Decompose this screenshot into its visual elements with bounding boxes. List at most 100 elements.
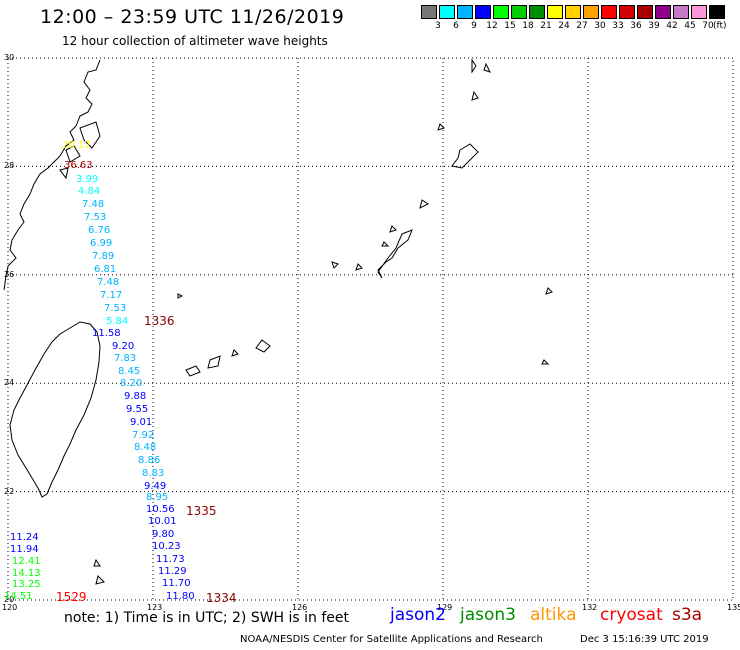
- scale-label: 6: [453, 21, 459, 31]
- scale-swatch: [565, 5, 581, 19]
- color-scale-legend: 3 6 9 12 15 18 21 24 27 30 33 36 39 42 45 70 (ft): [421, 5, 740, 35]
- lon-label: 129: [437, 603, 453, 612]
- scale-label: 21: [540, 21, 552, 31]
- wave-height-label: 36.63: [64, 160, 93, 171]
- satellite-jason3: jason3: [460, 605, 516, 625]
- scale-swatch: [619, 5, 635, 19]
- wave-height-label: 9.01: [130, 417, 153, 428]
- wave-height-label: 8.86: [138, 455, 161, 466]
- scale-label: 45: [684, 21, 696, 31]
- scale-label: 12: [486, 21, 498, 31]
- scale-swatch: [421, 5, 437, 19]
- map-frame: [7, 57, 734, 601]
- wave-height-label: 11.73: [156, 554, 185, 565]
- scale-swatch: [529, 5, 545, 19]
- wave-height-label: 14.13: [12, 568, 41, 579]
- scale-label: 42: [666, 21, 678, 31]
- wave-height-label: 9.80: [152, 529, 175, 540]
- wave-height-label: 10.23: [152, 541, 181, 552]
- wave-height-label: 9.88: [124, 391, 147, 402]
- satellite-s3a: s3a: [672, 605, 703, 625]
- scale-swatch: [493, 5, 509, 19]
- coastline-taiwan: [9, 321, 101, 498]
- lon-label: 120: [2, 603, 18, 612]
- satellite-altika: altika: [530, 605, 577, 625]
- wave-height-label: 7.83: [114, 353, 137, 364]
- wave-height-label: 13.25: [12, 579, 41, 590]
- wave-height-label: 8.95: [146, 492, 169, 503]
- wave-height-label: 9.20: [112, 341, 135, 352]
- scale-swatch: [583, 5, 599, 19]
- footer-note: note: 1) Time is in UTC; 2) SWH is in fe…: [64, 610, 350, 626]
- scale-swatch: [601, 5, 617, 19]
- lat-lon-grid: [7, 57, 734, 601]
- lat-label: 30: [4, 53, 15, 62]
- scale-swatch: [475, 5, 491, 19]
- lon-label: 135: [727, 603, 740, 612]
- wave-height-label: 8.20: [120, 378, 143, 389]
- wave-height-label: 10.01: [148, 516, 177, 527]
- wave-height-label: 11.70: [162, 578, 191, 589]
- lon-label: 123: [147, 603, 163, 612]
- scale-swatch: [439, 5, 455, 19]
- timestamp-text: Dec 3 15:16:39 UTC 2019: [580, 634, 709, 645]
- wave-height-label: 6.76: [88, 225, 111, 236]
- scale-unit: (ft): [713, 21, 727, 31]
- scale-swatch: [457, 5, 473, 19]
- wave-height-label: 9.55: [126, 404, 149, 415]
- wave-height-label: 7.17: [100, 290, 123, 301]
- satellite-cryosat: cryosat: [600, 605, 663, 625]
- wave-height-label: 9.49: [144, 481, 167, 492]
- wave-height-label: 20.17: [62, 140, 91, 151]
- wave-height-label: 6.99: [90, 238, 113, 249]
- wave-height-label: 12.41: [12, 556, 41, 567]
- scale-label: 27: [576, 21, 588, 31]
- wave-height-label: 10.56: [146, 504, 175, 515]
- wave-height-label: 1529: [56, 590, 87, 604]
- scale-label: 24: [558, 21, 570, 31]
- scale-swatch: [709, 5, 725, 19]
- lat-label: 24: [4, 378, 15, 388]
- lon-label: 126: [292, 603, 308, 612]
- scale-label: 30: [594, 21, 606, 31]
- wave-height-label: 14.51: [4, 591, 33, 602]
- wave-height-label: 11.94: [10, 544, 39, 555]
- coastline-china: [3, 59, 101, 291]
- credit-text: NOAA/NESDIS Center for Satellite Applica…: [240, 634, 543, 645]
- wave-height-label: 8.48: [134, 442, 157, 453]
- wave-height-label: 3.99: [76, 174, 99, 185]
- lat-label: 28: [4, 161, 15, 171]
- lat-label: 22: [4, 486, 15, 496]
- scale-swatch: [637, 5, 653, 19]
- scale-label: 70: [702, 21, 714, 31]
- wave-height-label: 11.24: [10, 532, 39, 543]
- scale-label: 9: [471, 21, 477, 31]
- scale-label: 36: [630, 21, 642, 31]
- scale-label: 15: [504, 21, 516, 31]
- wave-height-label: 7.48: [82, 199, 105, 210]
- wave-height-label: 1335: [186, 504, 217, 518]
- scale-label: 3: [435, 21, 441, 31]
- map-subtitle: 12 hour collection of altimeter wave hei…: [62, 34, 328, 48]
- scale-swatch: [547, 5, 563, 19]
- wave-height-label: 7.53: [104, 303, 127, 314]
- scale-label: 18: [522, 21, 534, 31]
- lat-label: 20: [4, 595, 15, 604]
- wave-height-label: 8.83: [142, 468, 165, 479]
- wave-height-label: 7.48: [97, 277, 120, 288]
- wave-height-label: 7.92: [132, 430, 155, 441]
- wave-height-label: 11.29: [158, 566, 187, 577]
- lat-label: 26: [4, 269, 15, 279]
- scale-swatch: [691, 5, 707, 19]
- scale-swatch: [655, 5, 671, 19]
- wave-height-label: 8.45: [118, 366, 141, 377]
- scale-label: 39: [648, 21, 660, 31]
- scale-label: 33: [612, 21, 624, 31]
- islands-ryukyu: [93, 58, 553, 585]
- scale-swatch: [673, 5, 689, 19]
- wave-height-label: 1334: [206, 591, 237, 605]
- wave-height-label: 4.84: [78, 186, 101, 197]
- wave-height-label: 7.53: [84, 212, 107, 223]
- lon-label: 132: [582, 603, 598, 612]
